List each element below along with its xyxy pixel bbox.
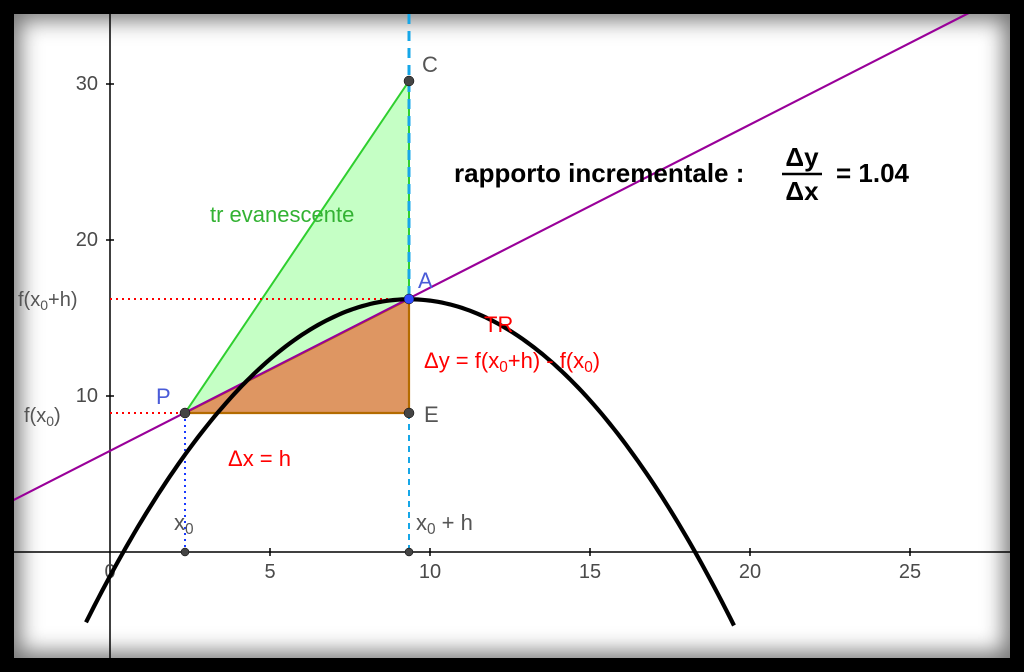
- point-p: [180, 408, 190, 418]
- label-a: A: [418, 268, 433, 293]
- point-a: [404, 294, 414, 304]
- point-x0h: [405, 548, 413, 556]
- label-c: C: [422, 52, 438, 77]
- label-fx0h: f(x0+h): [18, 289, 77, 313]
- svg-text:20: 20: [739, 561, 761, 583]
- label-tr: TR: [484, 312, 513, 337]
- secant-line: [14, 14, 1010, 510]
- label-e: E: [424, 402, 439, 427]
- svg-text:10: 10: [76, 385, 98, 407]
- label-delta-y: Δy = f(x0+h) - f(x0): [424, 348, 600, 376]
- y-ticks: 10 20 30: [76, 73, 114, 407]
- svg-text:20: 20: [76, 229, 98, 251]
- svg-text:5: 5: [264, 561, 275, 583]
- svg-text:10: 10: [419, 561, 441, 583]
- label-p: P: [156, 384, 171, 409]
- label-fx0: f(x0): [24, 405, 61, 429]
- svg-text:Δy: Δy: [785, 142, 819, 172]
- chart-svg: 0 5 10 15 20 25 10 20 30 P A E C: [14, 14, 1010, 658]
- label-x0h: x0 + h: [416, 510, 473, 538]
- svg-text:rapporto incrementale :: rapporto incrementale :: [454, 158, 744, 188]
- point-c: [404, 76, 414, 86]
- svg-text:15: 15: [579, 561, 601, 583]
- ratio-text: rapporto incrementale : Δy Δx = 1.04: [454, 142, 910, 206]
- label-x0: x0: [174, 510, 194, 538]
- point-x0: [181, 548, 189, 556]
- svg-text:Δx: Δx: [785, 176, 819, 206]
- point-e: [404, 408, 414, 418]
- svg-text:= 1.04: = 1.04: [836, 158, 910, 188]
- svg-text:30: 30: [76, 73, 98, 95]
- label-tr-evanescente: tr evanescente: [210, 202, 354, 227]
- svg-text:25: 25: [899, 561, 921, 583]
- label-delta-x: Δx = h: [228, 446, 291, 471]
- x-ticks: 0 5 10 15 20 25: [104, 548, 921, 583]
